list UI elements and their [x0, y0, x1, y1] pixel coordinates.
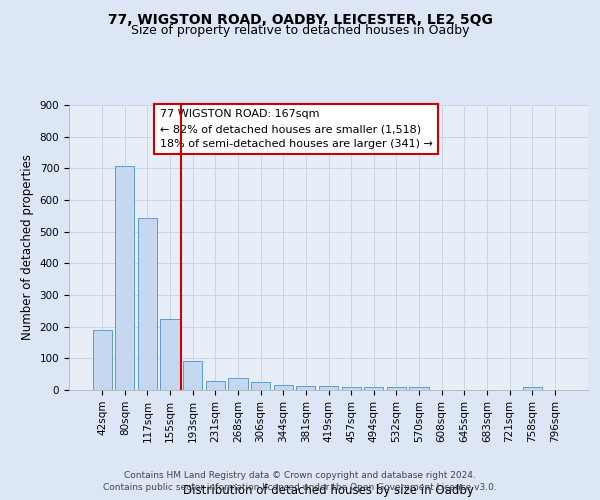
Bar: [160, 319, 180, 390]
Bar: [296, 386, 316, 390]
Bar: [138, 218, 157, 390]
Bar: [387, 387, 406, 390]
Bar: [251, 382, 270, 390]
Bar: [183, 361, 202, 390]
Bar: [115, 166, 134, 390]
Bar: [274, 385, 293, 390]
Bar: [229, 378, 248, 390]
Bar: [206, 382, 225, 390]
Text: 77 WIGSTON ROAD: 167sqm
← 82% of detached houses are smaller (1,518)
18% of semi: 77 WIGSTON ROAD: 167sqm ← 82% of detache…: [160, 110, 433, 149]
Bar: [409, 388, 428, 390]
Bar: [319, 386, 338, 390]
Bar: [92, 330, 112, 390]
Bar: [341, 386, 361, 390]
Bar: [364, 387, 383, 390]
Y-axis label: Number of detached properties: Number of detached properties: [21, 154, 34, 340]
Text: Size of property relative to detached houses in Oadby: Size of property relative to detached ho…: [131, 24, 469, 37]
X-axis label: Distribution of detached houses by size in Oadby: Distribution of detached houses by size …: [183, 484, 474, 496]
Text: 77, WIGSTON ROAD, OADBY, LEICESTER, LE2 5QG: 77, WIGSTON ROAD, OADBY, LEICESTER, LE2 …: [107, 12, 493, 26]
Text: Contains HM Land Registry data © Crown copyright and database right 2024.
Contai: Contains HM Land Registry data © Crown c…: [103, 471, 497, 492]
Bar: [523, 387, 542, 390]
